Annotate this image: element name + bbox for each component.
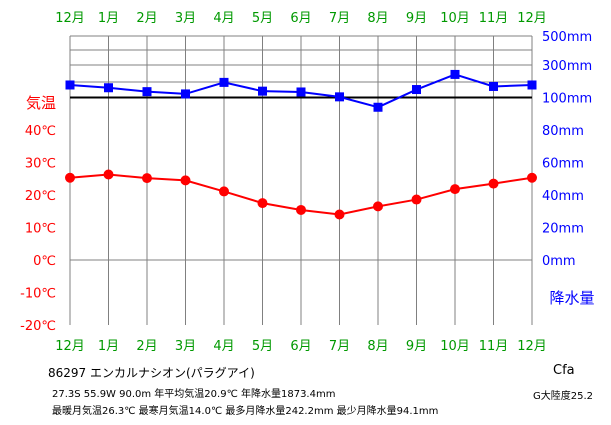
data-point [219,77,229,87]
data-point [489,81,498,91]
precipitation-tick-label: 300mm [542,59,592,74]
data-point [181,89,190,99]
month-label-bottom: 12月 [517,339,547,354]
chart-grid [69,35,533,325]
temperature-tick-label: 30℃ [25,157,56,172]
continentality-index: G大陸度25.2 [533,391,594,402]
month-label-bottom: 9月 [406,339,427,354]
month-label-top: 4月 [213,11,234,26]
data-point [142,87,152,97]
data-point [527,80,537,90]
month-label-top: 6月 [290,11,311,26]
data-point [104,83,113,93]
data-point [296,87,306,97]
month-label-top: 8月 [367,11,388,26]
station-name: 86297 エンカルナシオン(パラグアイ) [48,366,255,380]
month-label-bottom: 12月 [55,339,85,354]
temperature-tick-label: -20℃ [20,319,56,334]
month-label-top: 9月 [406,11,427,26]
koppen-class: Cfa [553,363,575,378]
month-label-bottom: 1月 [98,339,119,354]
temperature-axis-title: 気温 [26,94,56,112]
station-extremes: 最暖月気温26.3℃ 最寒月気温14.0℃ 最多月降水量242.2mm 最少月降… [52,406,439,417]
month-label-bottom: 2月 [136,339,157,354]
month-label-top: 10月 [440,11,470,26]
precipitation-tick-label: 500mm [542,30,592,45]
month-label-bottom: 3月 [175,339,196,354]
temperature-series [65,169,537,220]
precipitation-series [65,69,537,112]
data-point [258,86,267,96]
data-point [373,201,383,212]
data-point [65,80,75,90]
data-point [65,172,75,183]
data-point [411,194,422,205]
data-point [103,169,114,180]
data-point [296,204,306,215]
precipitation-tick-label: 40mm [542,189,584,204]
data-point [450,184,460,195]
temperature-tick-label: 0℃ [33,254,56,269]
month-label-bottom: 7月 [329,339,350,354]
month-label-bottom: 6月 [290,339,311,354]
month-label-top: 12月 [55,11,85,26]
temperature-axis: 気温 40℃ 30℃ 20℃ 10℃ 0℃ -10℃ -20℃ [20,94,56,334]
month-label-bottom: 5月 [252,339,273,354]
month-label-bottom: 8月 [367,339,388,354]
data-point [334,209,345,220]
precipitation-tick-label: 0mm [542,254,576,269]
bottom-month-labels: 12月 1月 2月 3月 4月 5月 6月 7月 8月 9月 10月 11月 12月 [55,339,547,354]
precipitation-tick-label: 100mm [542,92,592,107]
data-point [142,173,152,184]
month-label-top: 2月 [136,11,157,26]
month-label-bottom: 10月 [440,339,470,354]
data-point [488,178,499,189]
data-point [257,198,268,209]
data-point [527,172,537,183]
precipitation-axis: 0mm 20mm 40mm 60mm 80mm 100mm 300mm 500mm 降水量 [542,30,595,307]
precipitation-tick-label: 60mm [542,157,584,172]
month-label-top: 5月 [252,11,273,26]
top-month-labels: 12月 1月 2月 3月 4月 5月 6月 7月 8月 9月 10月 11月 12月 [55,11,547,26]
data-point [373,102,383,112]
temperature-tick-label: 20℃ [25,189,56,204]
month-label-top: 7月 [329,11,350,26]
month-label-bottom: 11月 [479,339,509,354]
data-point [335,92,344,102]
precipitation-axis-title: 降水量 [549,289,594,307]
precipitation-tick-label: 20mm [542,222,584,237]
data-point [450,69,460,79]
temperature-tick-label: 40℃ [25,124,56,139]
month-label-top: 11月 [479,11,509,26]
month-label-top: 1月 [98,11,119,26]
data-point [180,175,191,186]
temperature-tick-label: -10℃ [20,287,56,302]
month-label-top: 3月 [175,11,196,26]
data-point [219,186,229,197]
data-point [412,85,421,95]
precipitation-tick-label: 80mm [542,124,584,139]
station-summary: 27.3S 55.9W 90.0m 年平均気温20.9℃ 年降水量1873.4m… [52,389,336,400]
temperature-tick-label: 10℃ [25,222,56,237]
month-label-bottom: 4月 [213,339,234,354]
month-label-top: 12月 [517,11,547,26]
